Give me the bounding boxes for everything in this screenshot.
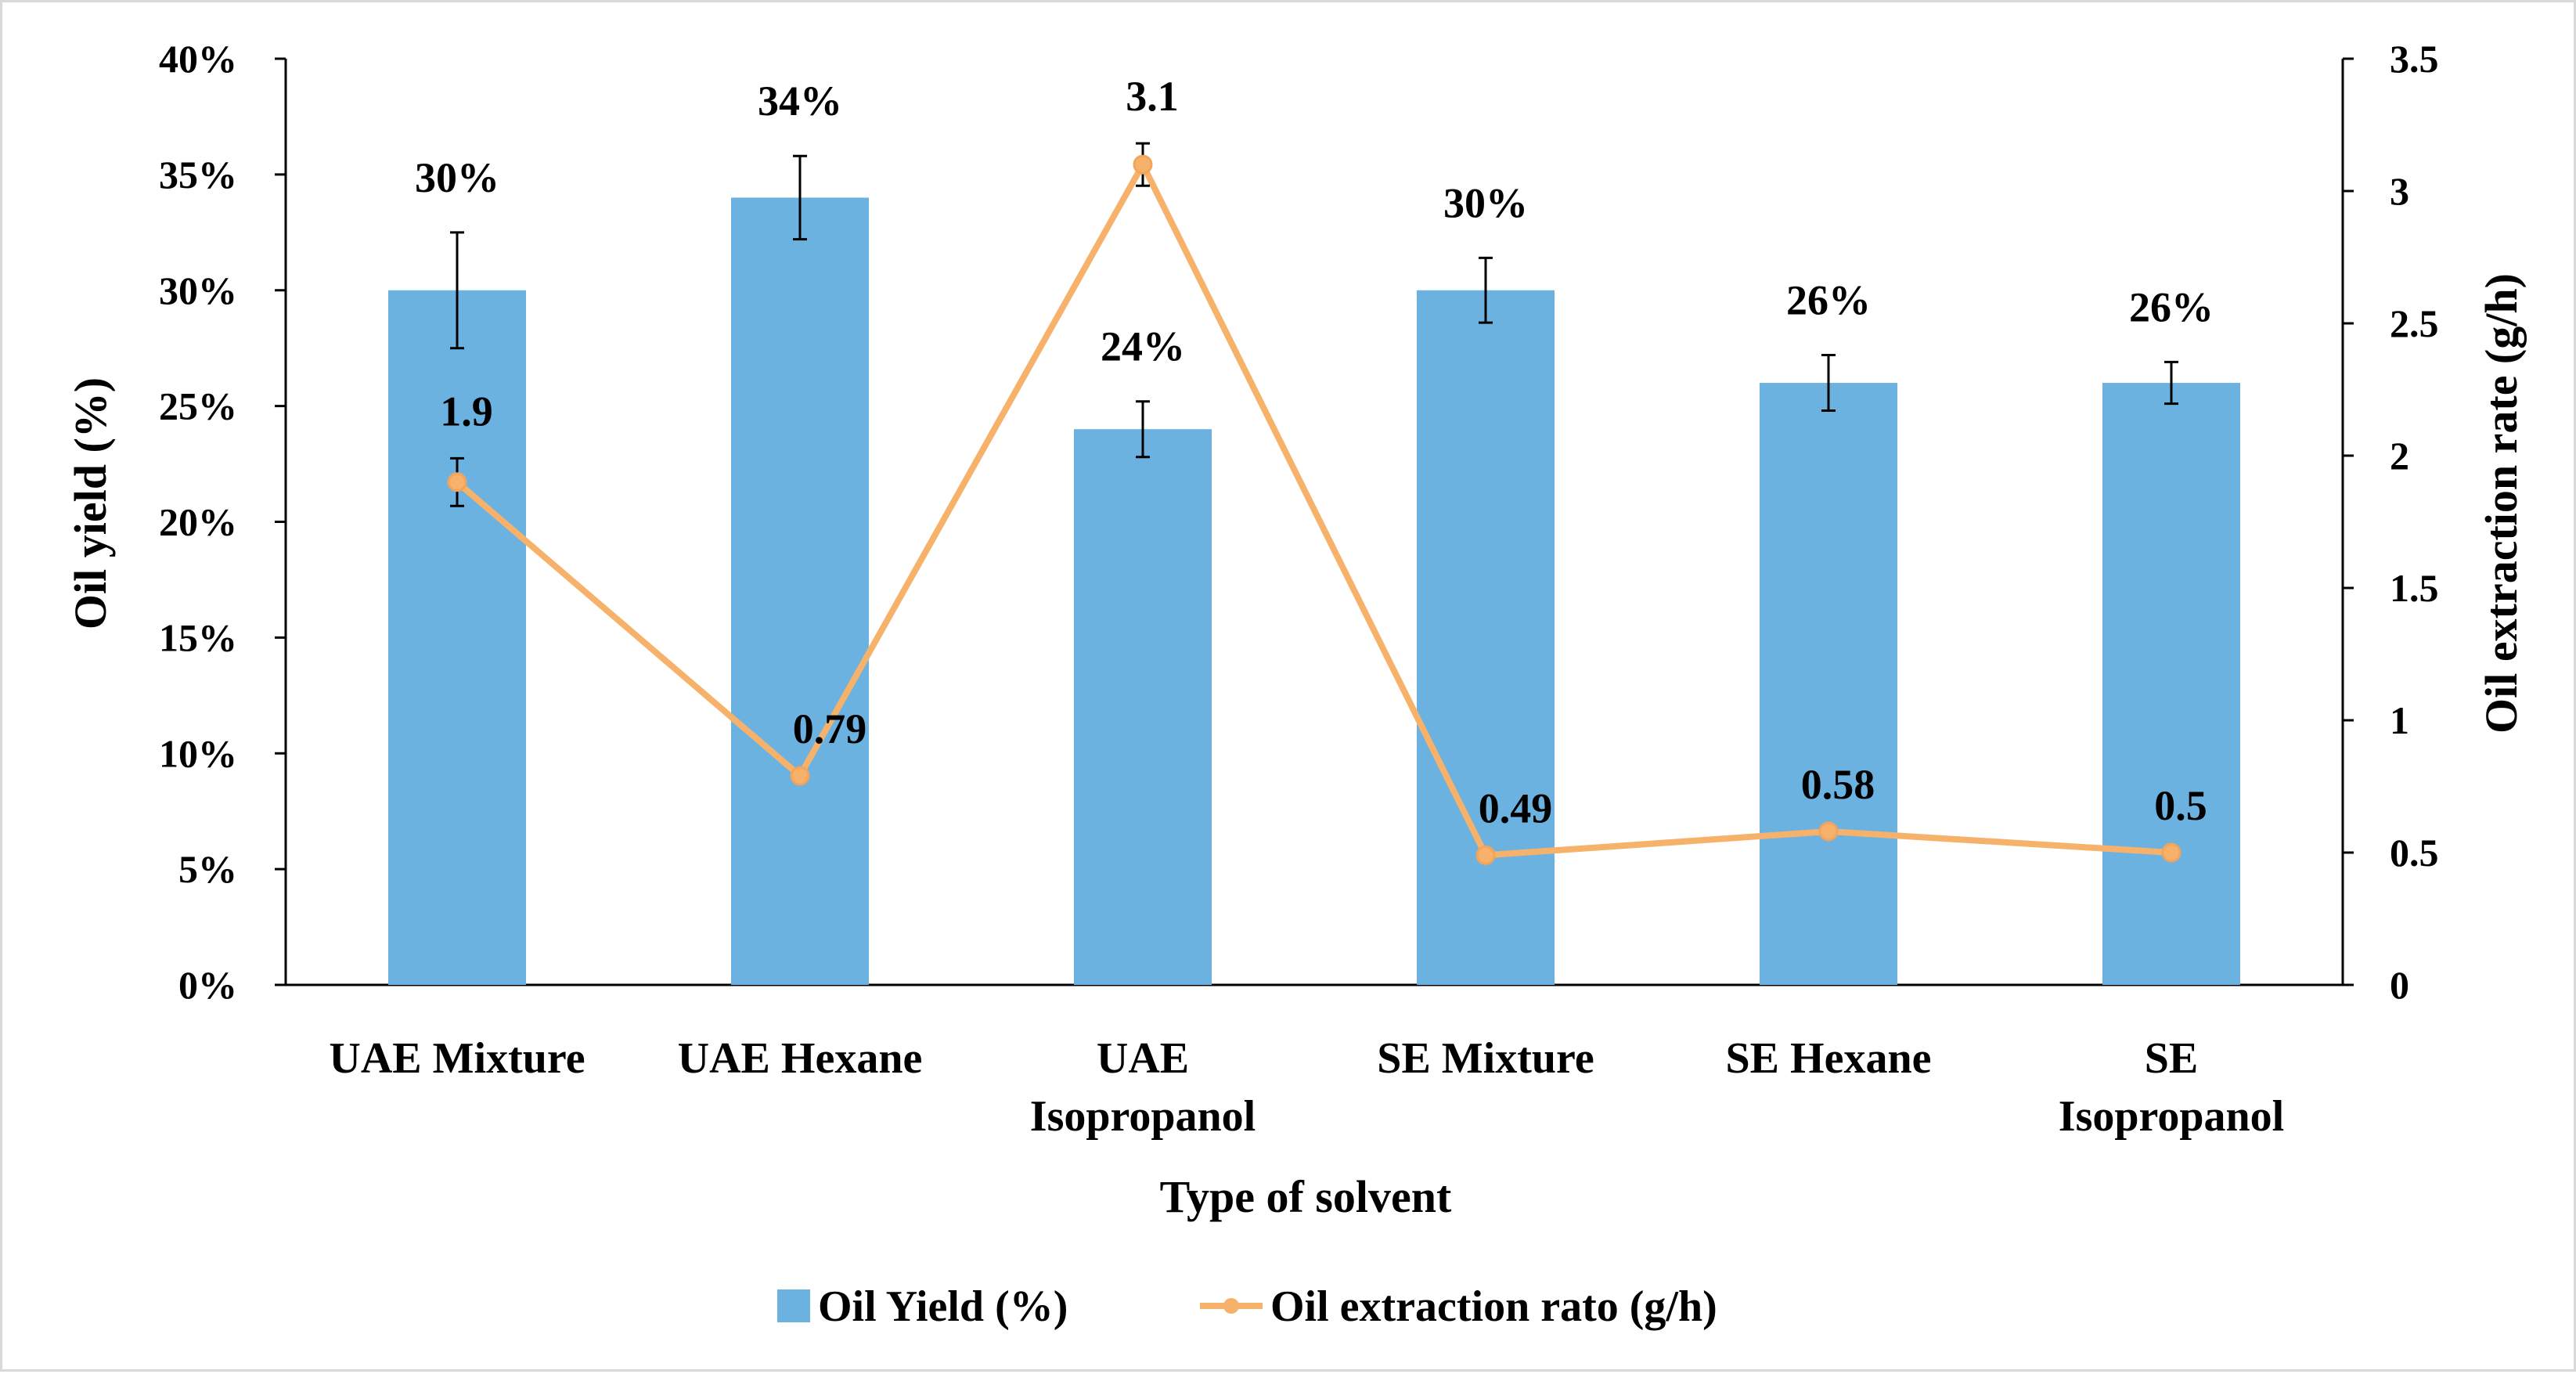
y-tick-label: 10% <box>159 731 237 775</box>
y2-tick-label: 1 <box>2390 698 2409 742</box>
bar <box>1074 429 1212 985</box>
line-series <box>455 161 2172 859</box>
y-tick-label: 30% <box>159 269 237 312</box>
y2-tick-label: 3.5 <box>2390 37 2439 81</box>
y2-tick-label: 1.5 <box>2390 566 2439 610</box>
bar-data-label: 26% <box>1786 277 1871 324</box>
bar <box>731 197 869 985</box>
legend-bar-swatch <box>777 1289 810 1322</box>
bar-data-label: 24% <box>1101 323 1185 370</box>
line-point <box>790 766 810 786</box>
line-point <box>1133 154 1153 175</box>
y-tick-label: 20% <box>159 500 237 544</box>
x-tick-label: SE Hexane <box>1726 1034 1932 1083</box>
x-tick-label: UAE Mixture <box>329 1034 585 1083</box>
bars-layer <box>388 154 2240 985</box>
bar <box>1760 383 1897 985</box>
y2-tick-label: 2 <box>2390 434 2409 478</box>
line-point <box>447 472 467 492</box>
bar-data-label: 30% <box>415 154 499 201</box>
x-tick-label: UAE <box>1097 1034 1189 1083</box>
line-data-label: 0.79 <box>793 705 867 752</box>
bar-data-label: 26% <box>2129 283 2214 330</box>
legend: Oil Yield (%) Oil extraction rato (g/h) <box>777 1282 1717 1331</box>
line-data-label: 0.58 <box>1801 761 1875 808</box>
y-tick-label: 5% <box>178 847 237 891</box>
x-tick-label: UAE Hexane <box>678 1034 923 1083</box>
y2-tick-label: 2.5 <box>2390 301 2439 345</box>
legend-bar-label: Oil Yield (%) <box>818 1282 1068 1331</box>
bar <box>2102 383 2240 985</box>
bar <box>1417 290 1555 985</box>
line-data-label: 0.49 <box>1479 784 1553 831</box>
line-layer <box>447 142 2181 865</box>
line-data-label: 1.9 <box>440 388 493 435</box>
line-data-label: 0.5 <box>2154 782 2207 829</box>
legend-line-label: Oil extraction rato (g/h) <box>1270 1282 1717 1331</box>
y2-tick-label: 0.5 <box>2390 831 2439 875</box>
y-tick-label: 40% <box>159 37 237 81</box>
y-tick-label: 0% <box>178 963 237 1007</box>
y-axis-title: Oil yield (%) <box>65 377 116 629</box>
x-tick-label: SE <box>2145 1034 2199 1083</box>
line-data-label: 3.1 <box>1126 73 1179 120</box>
x-tick-label: Isopropanol <box>1030 1092 1256 1141</box>
bar <box>388 290 526 985</box>
legend-line-marker <box>1223 1298 1239 1314</box>
line-point <box>1818 821 1839 842</box>
y2-tick-label: 0 <box>2390 963 2409 1007</box>
labels-layer: 30% 34% 24% 30% 26% 26% 1.9 0.79 3.1 0.49 0.58 0.5 <box>415 73 2214 831</box>
x-tick-label: SE Mixture <box>1377 1034 1594 1083</box>
bar-data-label: 30% <box>1443 179 1528 226</box>
axes-layer: 0% 5% 10% 15% 20% 25% 30% 35% 40% 0 0.5 1 1.5 2 2.5 3 3.… <box>159 37 2439 1141</box>
y2-tick-label: 3 <box>2390 169 2409 213</box>
y2-axis-title: Oil extraction rate (g/h) <box>2476 273 2527 734</box>
y-tick-label: 25% <box>159 384 237 428</box>
line-point <box>2161 842 2181 863</box>
bar-data-label: 34% <box>758 78 842 124</box>
x-tick-label: Isopropanol <box>2059 1092 2284 1141</box>
line-point <box>1475 845 1496 865</box>
y-tick-label: 15% <box>159 615 237 659</box>
x-axis-title: Type of solvent <box>1160 1171 1452 1222</box>
y-tick-label: 35% <box>159 153 237 197</box>
